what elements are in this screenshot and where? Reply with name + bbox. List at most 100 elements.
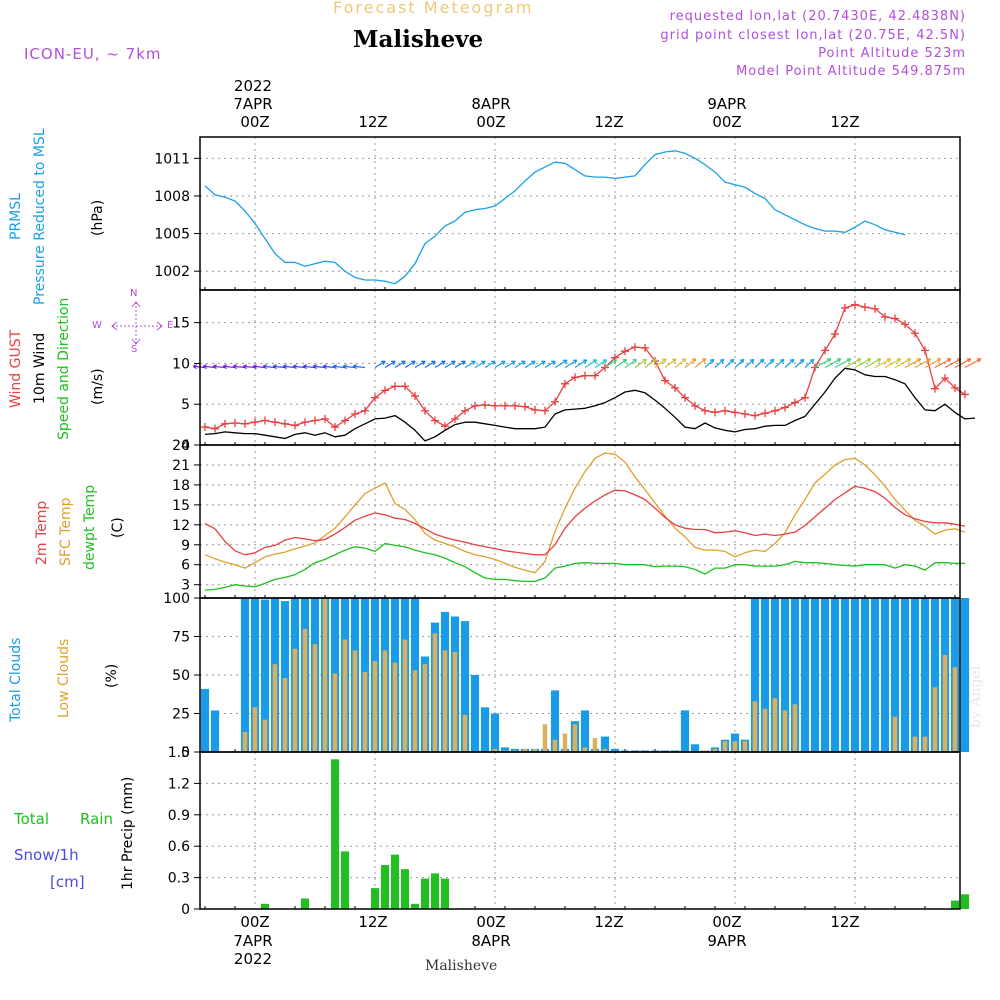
total-cloud-bar: [850, 598, 860, 752]
wind-direction-arrow: [964, 358, 982, 369]
total-cloud-bar: [250, 598, 260, 752]
wind-direction-arrow: [714, 358, 725, 368]
wind-direction-arrow: [904, 358, 922, 369]
total-cloud-bar: [880, 598, 890, 752]
gust-marker: [691, 401, 699, 410]
low-cloud-bar: [942, 655, 948, 752]
panel-bg: [200, 752, 960, 909]
wind-direction-arrow: [494, 360, 506, 369]
total-cloud-bar: [500, 747, 510, 752]
gust-marker: [951, 383, 959, 392]
y-tick-label: 10: [172, 356, 190, 372]
gust-marker: [911, 329, 919, 338]
gust-marker: [431, 416, 439, 425]
y-tick-label: 1002: [154, 264, 190, 280]
snow-unit: [cm]: [50, 873, 85, 891]
bottom-tick-36: 12Z: [594, 913, 624, 931]
low-cloud-bar: [712, 748, 718, 752]
wind-direction-arrow: [834, 358, 852, 369]
y-tick-label: 100: [163, 591, 190, 607]
rain-bar: [431, 873, 439, 909]
wind-direction-arrow: [914, 358, 932, 369]
y-tick-label: 1008: [154, 189, 190, 205]
compass-icon: [111, 301, 163, 345]
bottom-tick-0: 00Z: [240, 913, 270, 931]
model-altitude: Model Point Altitude 549.875m: [736, 64, 966, 79]
low-cloud-bar: [462, 715, 468, 752]
bottom-tick-24: 00Z: [476, 913, 506, 931]
total-cloud-bar: [910, 598, 920, 752]
total-cloud-bar: [470, 675, 480, 752]
wind-direction-arrow: [504, 360, 516, 369]
gust-marker: [291, 421, 299, 430]
total-cloud-bar: [920, 598, 930, 752]
gust-marker: [361, 406, 369, 415]
gust-marker: [321, 414, 329, 423]
wind-direction-arrow: [924, 358, 942, 369]
wind-direction-arrow: [394, 360, 406, 369]
wind-direction-arrow: [282, 364, 296, 370]
low-cloud-bar: [412, 670, 418, 752]
top-date-7apr: 7APR: [233, 95, 273, 113]
wind-direction-arrow: [794, 358, 805, 368]
low-cloud-bar: [442, 650, 448, 752]
low-cloud-bar: [452, 651, 458, 752]
total-cloud-bar: [890, 598, 900, 752]
total-cloud-bar: [580, 710, 590, 752]
gust-marker: [561, 379, 569, 388]
rain-bar: [391, 854, 399, 909]
panel-border: [199, 751, 961, 910]
gust-marker: [581, 371, 589, 380]
low-cloud-bar: [742, 741, 748, 752]
gust-marker: [741, 410, 749, 418]
total-cloud-bar: [790, 598, 800, 752]
wind-direction-arrow: [624, 358, 637, 368]
total-cloud-bar: [840, 598, 850, 752]
gust-marker: [261, 416, 269, 425]
low-cloud-bar: [922, 736, 928, 752]
top-date-9apr: 9APR: [707, 95, 747, 113]
wind-direction-arrow: [864, 358, 882, 369]
total-cloud-bar: [610, 748, 620, 752]
gust-marker: [731, 408, 739, 417]
compass-s: S: [131, 344, 138, 355]
gust-marker: [961, 390, 969, 399]
gust-marker: [631, 343, 639, 352]
rain-bar: [371, 888, 379, 909]
wind-direction-arrow: [854, 358, 872, 369]
top-tick-24: 00Z: [476, 113, 506, 131]
top-year-label: 2022: [233, 77, 273, 95]
gust-marker: [301, 418, 309, 427]
low-cloud-bar: [252, 707, 258, 752]
gust-marker: [661, 376, 669, 385]
wind-direction-arrow: [894, 358, 912, 369]
rain-bar: [951, 900, 959, 909]
low-cloud-bar: [432, 633, 438, 752]
low-cloud-bar: [522, 748, 528, 752]
gust-marker: [211, 424, 219, 433]
wind-direction-arrow: [352, 364, 366, 370]
gust-marker: [711, 408, 719, 417]
wind-direction-arrow: [292, 364, 306, 370]
wind-direction-arrow: [824, 358, 842, 369]
rain-bar: [381, 865, 389, 909]
total-cloud-bar: [800, 598, 810, 752]
low-cloud-bar: [592, 738, 598, 752]
total-cloud-bar: [930, 598, 940, 752]
model-label: ICON-EU, ~ 7km: [24, 45, 162, 63]
wind-direction-arrow: [844, 358, 862, 369]
gust-marker: [931, 384, 939, 393]
wind-direction-arrow: [342, 364, 356, 370]
gust-marker: [381, 386, 389, 395]
wind-direction-arrow: [694, 358, 707, 368]
y-tick-label: 1005: [154, 227, 190, 243]
gust-marker: [461, 406, 469, 415]
low-cloud-bar: [302, 628, 308, 752]
gust-marker: [641, 343, 649, 352]
wind-direction-arrow: [764, 358, 775, 368]
total-cloud-bar: [870, 598, 880, 752]
gust-marker: [921, 346, 929, 355]
low-cloud-bar: [362, 671, 368, 752]
gust-marker: [481, 401, 489, 410]
